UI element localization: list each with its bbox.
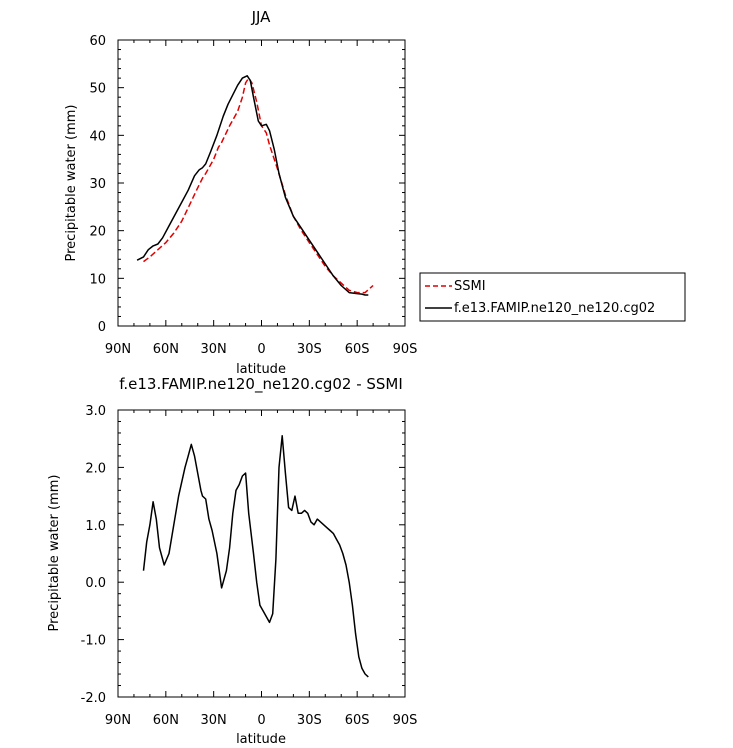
bottom-x-tick-label: 90S [393, 713, 418, 728]
top-y-tick-label: 40 [89, 129, 106, 144]
bottom-y-tick-label: -2.0 [81, 691, 106, 706]
top-x-tick-label: 30S [297, 342, 322, 357]
top-y-tick-label: 60 [89, 34, 106, 49]
top-panel: JJA 90N 60N 30N 0 30S 60S 90S 0 10 20 30 40 50 60 lat… [64, 8, 686, 377]
top-plot-frame [117, 39, 406, 327]
bottom-y-tick-label: 1.0 [85, 519, 106, 534]
top-x-tick-label: 90S [393, 342, 418, 357]
legend: SSMI f.e13.FAMIP.ne120_ne120.cg02 [419, 272, 686, 322]
bottom-y-tick-label: 2.0 [85, 461, 106, 476]
bottom-x-tick-label: 0 [257, 713, 265, 728]
bottom-x-tick-label: 60S [345, 713, 370, 728]
top-y-tick-label: 0 [98, 320, 106, 335]
top-series-group [136, 75, 374, 296]
top-chart-title: JJA [251, 8, 272, 26]
bottom-x-tick-label: 30N [201, 713, 227, 728]
top-x-tick-label: 60N [153, 342, 179, 357]
bottom-series-group [142, 435, 369, 678]
bottom-chart-title: f.e13.FAMIP.ne120_ne120.cg02 - SSMI [119, 375, 403, 394]
top-ticks: 90N 60N 30N 0 30S 60S 90S 0 10 20 30 40 50 60 [89, 34, 417, 357]
bottom-x-tick-label: 30S [297, 713, 322, 728]
bottom-x-axis-label: latitude [236, 732, 286, 747]
bottom-y-tick-label: 3.0 [85, 404, 106, 419]
top-series-line-1 [136, 75, 369, 296]
bottom-x-tick-label: 60N [153, 713, 179, 728]
top-y-tick-label: 30 [89, 177, 106, 192]
bottom-y-axis-label: Precipitable water (mm) [47, 475, 62, 632]
top-y-tick-label: 50 [89, 82, 106, 97]
top-y-axis-label: Precipitable water (mm) [64, 105, 79, 262]
bottom-series-line-0 [142, 435, 369, 678]
top-y-tick-label: 10 [89, 272, 106, 287]
legend-label-ssmi: SSMI [454, 279, 486, 294]
legend-label-model: f.e13.FAMIP.ne120_ne120.cg02 [454, 301, 655, 316]
top-x-tick-label: 60S [345, 342, 370, 357]
top-series-line-0 [143, 77, 374, 294]
bottom-y-tick-label: 0.0 [85, 576, 106, 591]
top-x-tick-label: 0 [257, 342, 265, 357]
bottom-x-tick-label: 90N [105, 713, 131, 728]
bottom-ticks: 90N 60N 30N 0 30S 60S 90S -2.0 -1.0 0.0 1.0 2.0 3.0 [81, 404, 418, 728]
top-y-tick-label: 20 [89, 225, 106, 240]
bottom-y-tick-label: -1.0 [81, 634, 106, 649]
bottom-panel: f.e13.FAMIP.ne120_ne120.cg02 - SSMI 90N 6… [47, 375, 417, 747]
top-x-tick-label: 30N [201, 342, 227, 357]
legend-box [419, 272, 686, 322]
top-x-axis-label: latitude [236, 362, 286, 377]
top-x-tick-label: 90N [105, 342, 131, 357]
